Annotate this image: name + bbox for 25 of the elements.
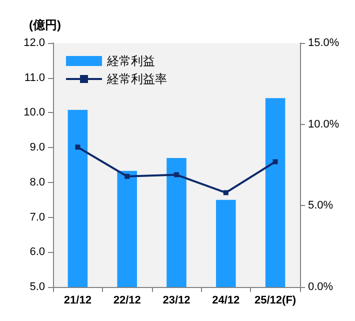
x-tick-label: 21/12 (64, 294, 92, 306)
legend-label: 経常利益率 (106, 72, 167, 86)
point (272, 159, 278, 164)
y-tick-label: 7.0 (30, 211, 45, 224)
point (223, 190, 228, 196)
point (75, 144, 80, 150)
y-tick-label: 6.0 (30, 246, 45, 258)
y2-tick-label: 0.0% (308, 281, 334, 293)
y2-tick-label: 5.0% (308, 200, 334, 212)
x-tick-label: 22/12 (113, 294, 141, 306)
point (124, 174, 130, 179)
y-tick-label: 5.0 (30, 281, 45, 293)
y-tick-label: 8.0 (30, 176, 45, 188)
x-tick-label: 23/12 (162, 294, 190, 306)
x-tick-label: 25/12(F) (254, 294, 296, 306)
y-tick-label: 11.0 (24, 72, 45, 84)
point (174, 172, 179, 178)
x-tick-label: 24/12 (212, 294, 240, 306)
y2-tick-label: 15.0% (308, 37, 340, 49)
y-tick-label: 12.0 (24, 37, 45, 49)
y-tick-label: 10.0 (24, 106, 45, 119)
legend-label: 経常利益 (106, 54, 155, 68)
y2-tick-label: 10.0% (308, 118, 340, 130)
y-tick-label: 9.0 (30, 142, 45, 154)
y-axis-title: (億円) (29, 18, 61, 32)
